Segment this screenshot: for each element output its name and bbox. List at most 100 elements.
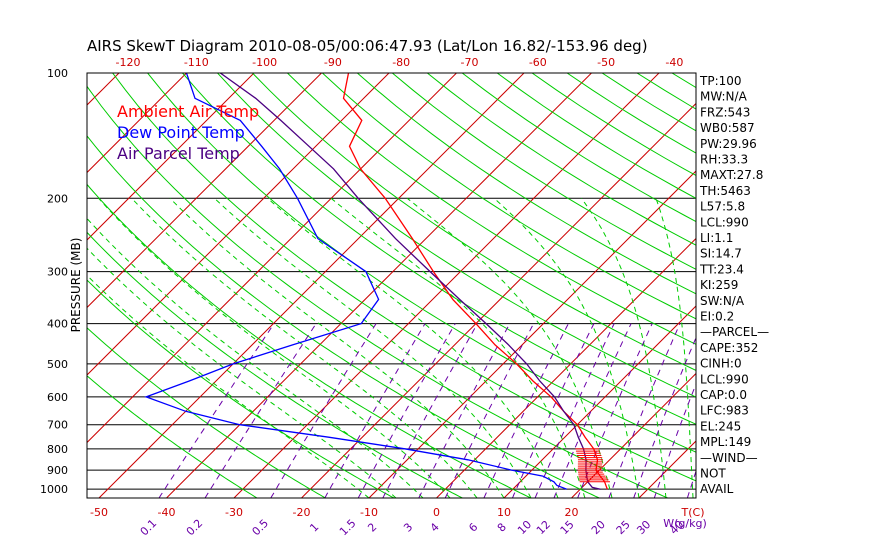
top-temp-tick-label: -40 — [665, 56, 683, 69]
pressure-tick-label: 100 — [47, 67, 68, 80]
bottom-temp-tick-label: 0 — [433, 506, 440, 519]
top-temp-tick-label: -90 — [324, 56, 342, 69]
pressure-tick-label: 1000 — [40, 483, 68, 496]
pressure-tick-label: 800 — [47, 443, 68, 456]
isotherm-line — [774, 73, 870, 498]
mixing-ratio-tick-label: 4 — [428, 520, 442, 534]
bottom-temp-tick-label: -50 — [90, 506, 108, 519]
isotherm-line — [87, 73, 120, 106]
index-entry: MW:N/A — [700, 90, 748, 104]
isotherm-line — [0, 73, 52, 498]
bottom-temp-tick-label: -10 — [360, 506, 378, 519]
moist-adiabat-line — [87, 274, 370, 498]
moist-adiabat-line — [493, 197, 640, 498]
moist-adiabat-line — [87, 247, 397, 498]
bottom-temp-tick-label: 20 — [565, 506, 579, 519]
dry-adiabat-line — [356, 73, 696, 295]
y-axis-label: PRESSURE (MB) — [69, 238, 83, 333]
dry-adiabat-line — [496, 73, 696, 199]
moist-adiabat-line — [580, 198, 667, 498]
index-entry: —PARCEL— — [700, 325, 769, 339]
index-entry: FRZ:543 — [700, 105, 750, 119]
mixing-ratio-line — [444, 323, 535, 498]
legend-dewpoint: Dew Point Temp — [117, 123, 245, 142]
mixing-ratio-line — [357, 323, 456, 498]
mixing-ratio-tick-label: 1 — [307, 520, 321, 534]
index-entry: —WIND— — [700, 451, 758, 465]
index-entry: AVAIL — [700, 482, 734, 496]
mixing-ratio-line — [158, 323, 275, 498]
pressure-tick-label: 400 — [47, 318, 68, 331]
isotherm-line — [166, 73, 592, 498]
top-temp-tick-label: -60 — [529, 56, 547, 69]
index-entry: LCL:990 — [700, 372, 749, 386]
index-entry: CAP:0.0 — [700, 388, 747, 402]
mixing-ratio-tick-label: 12 — [534, 518, 553, 537]
moist-adiabat-line — [169, 197, 505, 498]
index-entry: RH:33.3 — [700, 153, 748, 167]
index-entry: WB0:587 — [700, 121, 755, 135]
index-entry: LI:1.1 — [700, 231, 733, 245]
mixing-ratio-line — [324, 323, 426, 498]
mixing-ratio-tick-label: 0.2 — [184, 517, 206, 539]
mixing-ratio-line — [204, 323, 317, 498]
moist-adiabat-line — [87, 217, 424, 498]
mixing-ratio-tick-label: 1.5 — [337, 517, 359, 539]
top-temp-tick-label: -50 — [597, 56, 615, 69]
dewpoint-line — [144, 73, 568, 490]
index-entry: SI:14.7 — [700, 247, 742, 261]
mixing-ratio-line — [483, 323, 569, 498]
moist-adiabat-line — [214, 197, 532, 498]
index-entry: MPL:149 — [700, 435, 751, 449]
top-temp-tick-label: -100 — [252, 56, 277, 69]
index-entry: MAXT:27.8 — [700, 168, 763, 182]
pressure-tick-label: 600 — [47, 391, 68, 404]
pressure-tick-label: 900 — [47, 464, 68, 477]
mixing-ratio-tick-label: 2 — [365, 520, 379, 534]
mixing-ratio-tick-label: 0.5 — [250, 517, 272, 539]
dry-adiabat-line — [87, 183, 532, 498]
index-entry: TT:23.4 — [699, 262, 744, 276]
dry-adiabat-line — [87, 85, 668, 498]
moist-adiabat-line — [406, 197, 613, 498]
moist-adiabat-line — [267, 197, 559, 498]
dry-adiabat-line — [461, 73, 696, 223]
mixing-ratio-axis-label: W(g/kg) — [663, 517, 707, 530]
dry-adiabat-line — [112, 73, 696, 482]
moist-adiabat-line — [330, 197, 586, 498]
mixing-ratio-line — [382, 323, 478, 498]
isotherm-line — [98, 73, 525, 498]
isotherm-line — [503, 305, 696, 498]
index-entry: CAPE:352 — [700, 341, 758, 355]
index-entry: LFC:983 — [700, 404, 749, 418]
index-entry: SW:N/A — [700, 294, 745, 308]
pressure-tick-label: 700 — [47, 419, 68, 432]
dry-adiabat-line — [322, 73, 696, 320]
mixing-ratio-tick-label: 30 — [634, 518, 653, 537]
top-temp-tick-label: -70 — [461, 56, 479, 69]
mixing-ratio-tick-label: 10 — [515, 518, 534, 537]
dry-adiabat-line — [87, 375, 258, 498]
dry-adiabat-line — [252, 73, 696, 371]
isotherm-line — [87, 73, 255, 241]
legend-parcel: Air Parcel Temp — [117, 144, 240, 163]
plot-frame — [86, 72, 697, 499]
grid-lines — [0, 73, 870, 498]
isotherm-line — [87, 73, 390, 376]
isotherm-line — [87, 73, 187, 174]
index-entry: EI:0.2 — [700, 310, 734, 324]
isotherm-line — [436, 237, 696, 498]
mixing-ratio-tick-label: 25 — [614, 518, 633, 537]
pressure-tick-label: 500 — [47, 358, 68, 371]
chart-title: AIRS SkewT Diagram 2010-08-05/00:06:47.9… — [87, 37, 648, 55]
index-entry: TH:5463 — [699, 184, 751, 198]
mixing-ratio-tick-label: 8 — [495, 520, 509, 534]
bottom-temp-tick-label: -20 — [293, 506, 311, 519]
sounding-curves — [144, 73, 610, 490]
index-entry: TP:100 — [699, 74, 742, 88]
dry-adiabat-line — [391, 73, 696, 270]
index-entry: KI:259 — [700, 278, 738, 292]
mixing-ratio-tick-label: 6 — [466, 520, 480, 534]
index-entry: CINH:0 — [700, 357, 742, 371]
moist-adiabat-line — [98, 197, 451, 498]
